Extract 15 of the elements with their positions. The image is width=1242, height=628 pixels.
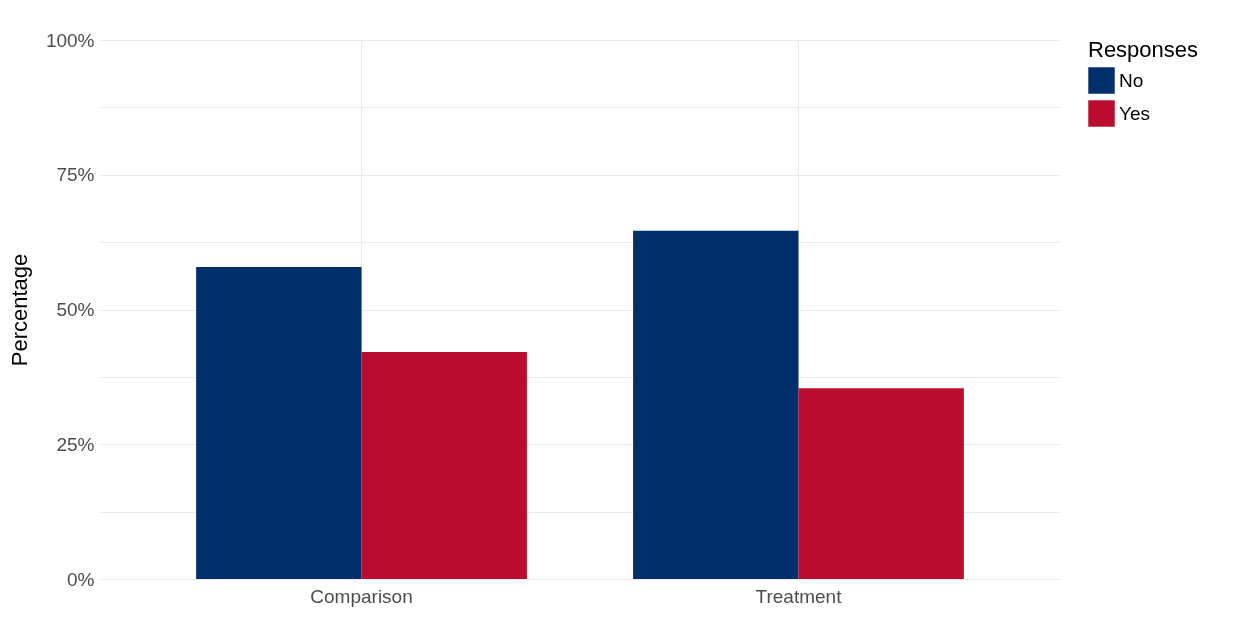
bar <box>633 230 799 579</box>
y-axis-title: Percentage <box>6 253 32 367</box>
y-tick-label: 25% <box>56 433 95 455</box>
legend-title: Responses <box>1088 37 1199 62</box>
bar <box>196 266 362 579</box>
x-tick-label: Treatment <box>755 585 843 607</box>
y-tick-label: 50% <box>56 299 95 320</box>
y-tick-label: 75% <box>56 164 95 186</box>
bar <box>361 352 527 579</box>
y-tick-label: 0% <box>67 568 95 590</box>
legend-label: Yes <box>1119 102 1150 124</box>
bar <box>798 388 964 579</box>
legend-label: No <box>1119 69 1144 91</box>
x-tick-label: Comparison <box>310 585 413 607</box>
y-tick-label: 100% <box>45 29 95 51</box>
